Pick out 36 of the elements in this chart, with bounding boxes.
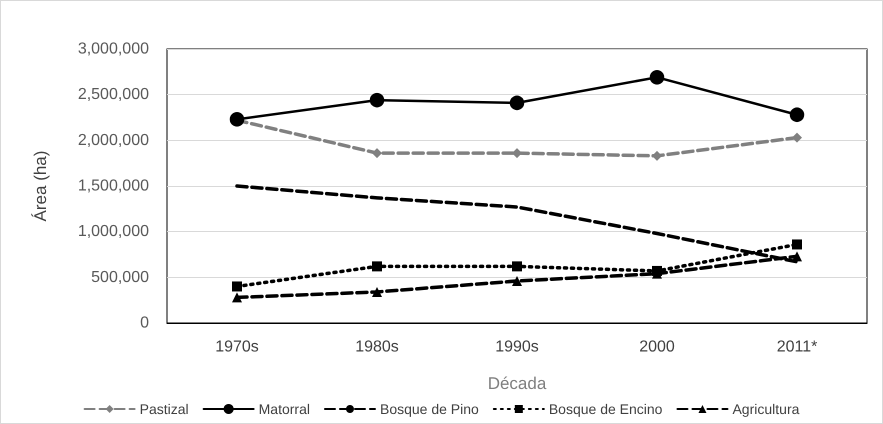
legend-label: Pastizal	[140, 401, 189, 417]
point	[370, 92, 384, 108]
legend-label: Bosque de Encino	[548, 401, 663, 417]
y-tick-label: 1,000,000	[78, 223, 150, 240]
point	[512, 276, 522, 286]
legend-label: Bosque de Pino	[380, 401, 480, 417]
x-tick-label: 1980s	[355, 338, 399, 356]
x-axis-title: Década	[488, 374, 547, 393]
point	[232, 281, 242, 292]
y-tick-label: 2,500,000	[78, 86, 150, 104]
point	[372, 286, 382, 297]
y-tick-label: 2,000,000	[78, 132, 150, 149]
y-tick-label: 0	[140, 314, 150, 332]
point	[790, 108, 804, 122]
x-tick-label: 2011*	[776, 338, 818, 356]
x-tick-label: 2000	[639, 338, 675, 356]
point	[650, 70, 664, 85]
point	[372, 148, 382, 158]
x-tick-label: 1970s	[215, 338, 259, 356]
point	[232, 292, 242, 302]
point	[230, 112, 244, 127]
point	[372, 261, 382, 272]
point	[792, 132, 802, 143]
x-tick-label: 1990s	[495, 338, 539, 356]
legend-label: Matorral	[258, 401, 310, 417]
point	[792, 239, 802, 250]
legend-label: Agricultura	[732, 401, 800, 417]
point	[512, 148, 522, 158]
point	[512, 261, 522, 272]
point	[510, 96, 524, 110]
y-tick-label: 500,000	[91, 268, 150, 286]
y-axis-title: Área (ha)	[31, 150, 50, 222]
point	[652, 150, 662, 161]
y-tick-label: 1,500,000	[78, 178, 150, 194]
y-tick-label: 3,000,000	[78, 40, 150, 58]
point	[792, 251, 802, 262]
